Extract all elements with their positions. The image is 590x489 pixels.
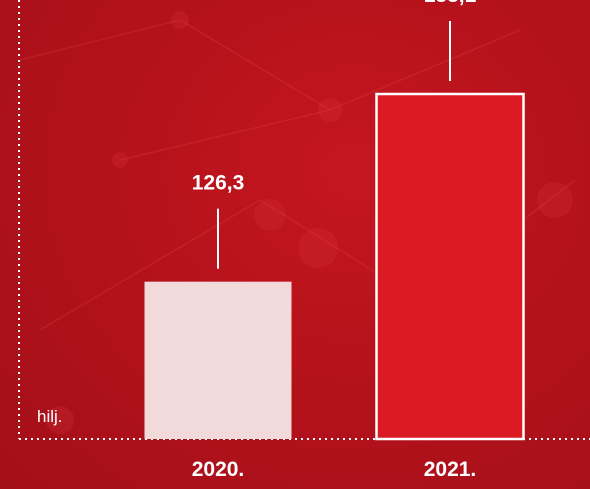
bars-layer: 126,3 2020. 133,1 2021. — [144, 0, 525, 481]
bar-2020 — [144, 281, 292, 439]
data-label: 126,3 — [192, 172, 245, 195]
unit-label: hilj. — [37, 407, 63, 426]
data-label: 133,1 — [424, 0, 477, 7]
x-tick-label: 2020. — [192, 458, 245, 481]
x-tick-label: 2021. — [424, 458, 477, 481]
bar-2021 — [375, 92, 525, 441]
